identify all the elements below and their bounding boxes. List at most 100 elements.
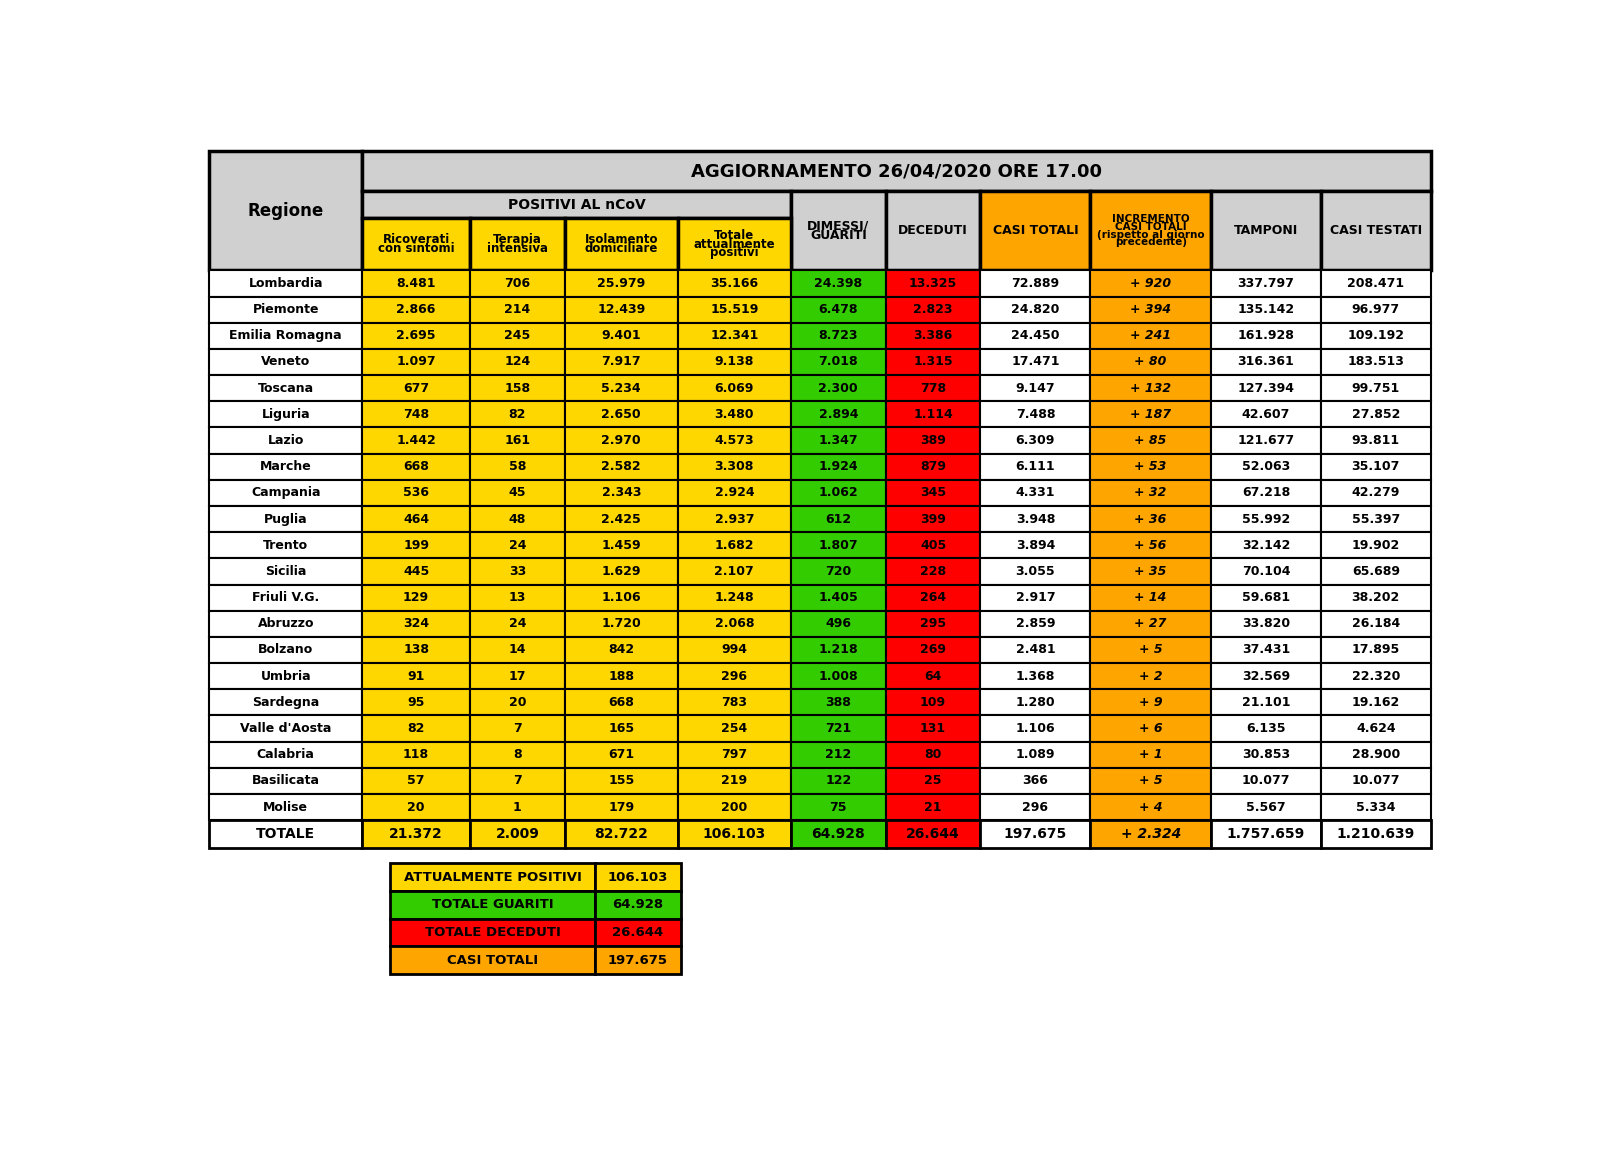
Bar [1322,401,1430,428]
Bar [886,323,981,349]
Bar [790,271,886,296]
Bar [678,428,790,453]
Bar [1090,664,1211,689]
Text: 1.210.639: 1.210.639 [1336,827,1414,841]
Text: 842: 842 [608,644,634,657]
Bar [1322,611,1430,637]
Bar [1090,296,1211,323]
Text: 138: 138 [403,644,429,657]
Bar [1322,584,1430,611]
Bar [362,271,470,296]
Text: 5.567: 5.567 [1246,801,1286,813]
Text: 200: 200 [722,801,747,813]
Bar [1211,296,1322,323]
Bar [678,349,790,375]
Bar [678,584,790,611]
Bar [790,741,886,768]
Bar [362,611,470,637]
Text: 35.166: 35.166 [710,277,758,290]
Bar [362,820,470,848]
Text: 2.970: 2.970 [602,435,642,447]
Bar [565,401,678,428]
Bar [362,716,470,741]
Bar [790,794,886,820]
Text: 2.107: 2.107 [715,565,754,578]
Text: 95: 95 [408,696,424,709]
Text: 21.372: 21.372 [389,827,443,841]
Bar [1090,505,1211,532]
Bar [565,271,678,296]
Text: + 2: + 2 [1139,669,1163,682]
Text: 316.361: 316.361 [1237,356,1294,368]
Bar [1322,480,1430,505]
Bar [1322,375,1430,401]
Bar [790,716,886,741]
Bar [1211,480,1322,505]
Text: 20: 20 [408,801,426,813]
Bar [470,716,565,741]
Text: 12.439: 12.439 [597,303,645,316]
Text: 1.089: 1.089 [1016,748,1054,761]
Bar [1322,428,1430,453]
Text: 2.650: 2.650 [602,408,642,421]
Text: 994: 994 [722,644,747,657]
Text: 24: 24 [509,617,526,630]
Bar [362,532,470,558]
Text: 179: 179 [608,801,634,813]
Text: 296: 296 [722,669,747,682]
Bar [981,401,1090,428]
Text: TOTALE DECEDUTI: TOTALE DECEDUTI [424,926,560,939]
Bar [1211,323,1322,349]
Bar [210,768,362,794]
Bar [595,891,680,919]
Text: + 85: + 85 [1134,435,1166,447]
Bar [362,401,470,428]
Text: 118: 118 [403,748,429,761]
Bar [362,689,470,716]
Text: 82: 82 [408,722,424,736]
Bar [470,480,565,505]
Bar [390,863,595,891]
Bar [565,584,678,611]
Text: 33: 33 [509,565,526,578]
Bar [1322,532,1430,558]
Bar [678,664,790,689]
Text: 706: 706 [504,277,531,290]
Text: 399: 399 [920,512,946,525]
Bar [886,820,981,848]
Text: 6.478: 6.478 [819,303,858,316]
Text: 9.138: 9.138 [715,356,754,368]
Bar [790,820,886,848]
Text: 748: 748 [403,408,429,421]
Bar [678,637,790,664]
Bar [790,453,886,480]
Bar [981,505,1090,532]
Text: 2.894: 2.894 [819,408,858,421]
Bar [1090,401,1211,428]
Text: 2.937: 2.937 [715,512,754,525]
Text: 28.900: 28.900 [1352,748,1400,761]
Text: 10.077: 10.077 [1242,774,1290,788]
Text: POSITIVI AL nCoV: POSITIVI AL nCoV [507,198,645,211]
Text: 52.063: 52.063 [1242,460,1290,473]
Text: 26.184: 26.184 [1352,617,1400,630]
Bar [1211,584,1322,611]
Bar [981,611,1090,637]
Bar [790,584,886,611]
Text: Bolzano: Bolzano [258,644,314,657]
Text: Calabria: Calabria [258,748,315,761]
Bar [565,349,678,375]
Text: 214: 214 [504,303,531,316]
Bar [470,637,565,664]
Bar [1211,741,1322,768]
Text: Sicilia: Sicilia [266,565,307,578]
Bar [470,296,565,323]
Text: 2.859: 2.859 [1016,617,1054,630]
Text: 22.320: 22.320 [1352,669,1400,682]
Bar [1090,271,1211,296]
Bar [886,741,981,768]
Text: + 6: + 6 [1139,722,1163,736]
Text: Friuli V.G.: Friuli V.G. [253,591,320,604]
Text: Emilia Romagna: Emilia Romagna [229,329,342,343]
Text: 4.331: 4.331 [1016,487,1054,500]
